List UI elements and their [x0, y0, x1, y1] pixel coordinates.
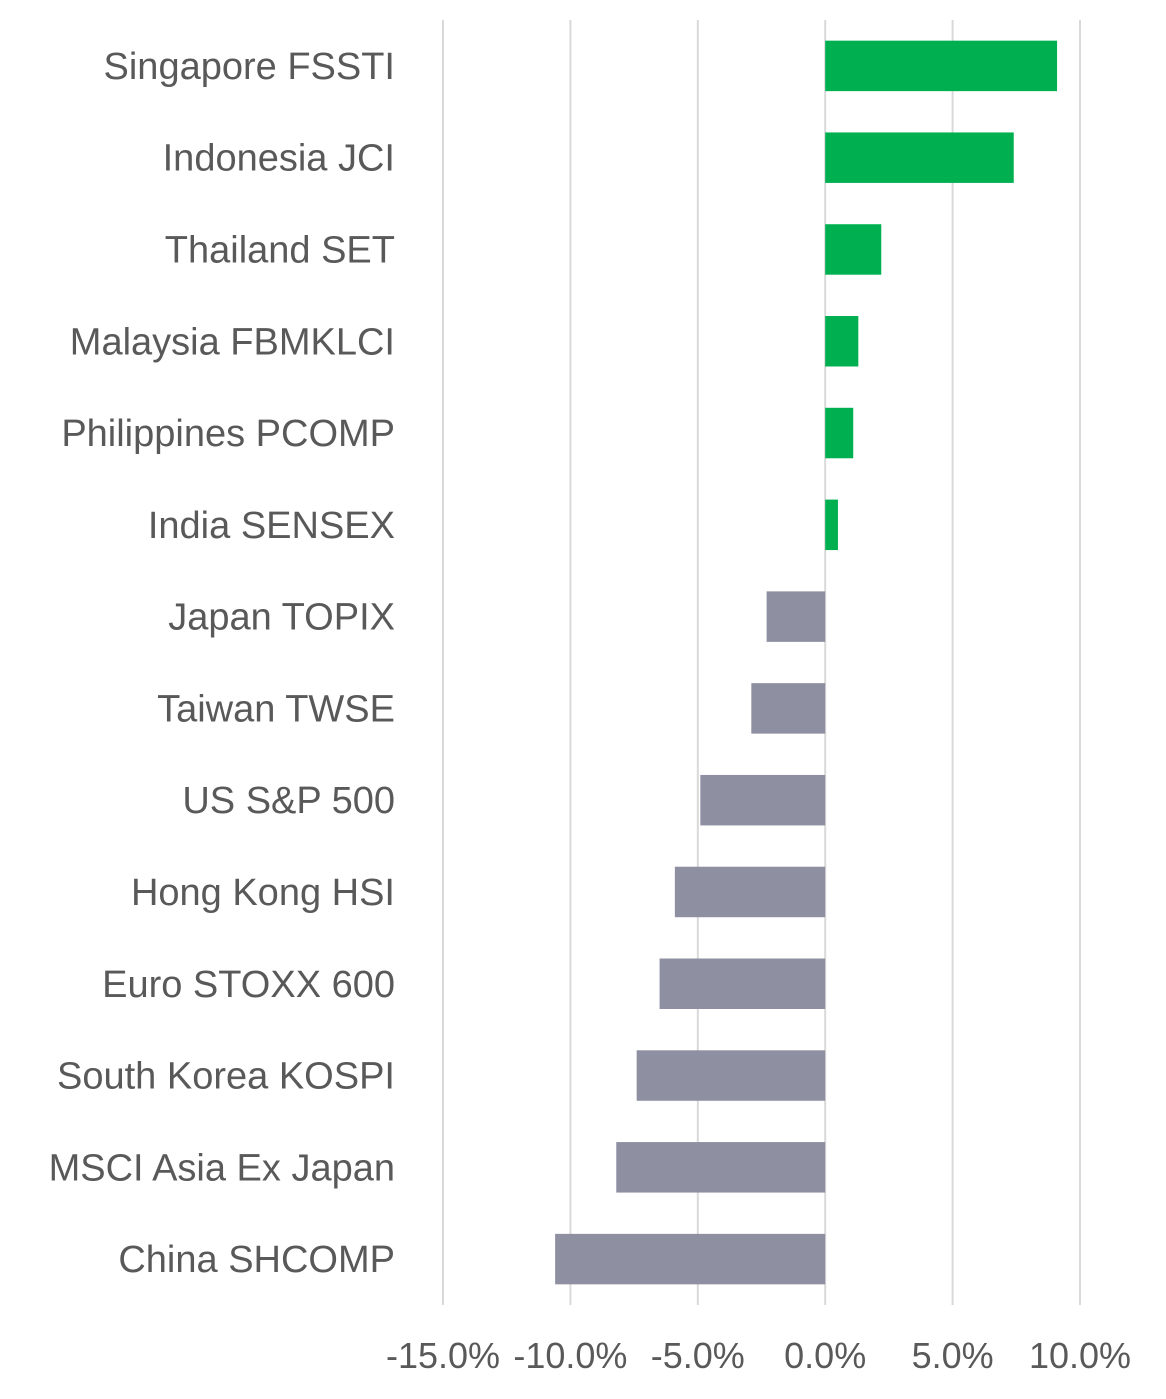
bar — [659, 958, 826, 1009]
category-label: Indonesia JCI — [163, 138, 395, 180]
bar — [825, 316, 859, 367]
x-tick-label: -5.0% — [651, 1335, 745, 1376]
bar — [766, 591, 826, 642]
category-label: Philippines PCOMP — [61, 413, 395, 455]
bar — [700, 774, 826, 826]
x-tick-label: 5.0% — [912, 1335, 994, 1376]
bar — [825, 407, 854, 459]
x-tick-label: 0.0% — [784, 1335, 866, 1376]
bar — [636, 1050, 826, 1101]
category-label: China SHCOMP — [118, 1239, 395, 1281]
bar — [825, 499, 838, 551]
category-labels: Singapore FSSTI Indonesia JCI Thailand SET… — [49, 46, 395, 1281]
category-label: MSCI Asia Ex Japan — [49, 1147, 395, 1189]
category-label: Taiwan TWSE — [157, 688, 395, 730]
bar — [674, 866, 826, 918]
x-tick-label: -10.0% — [513, 1335, 627, 1376]
bar — [555, 1233, 826, 1285]
category-label: Malaysia FBMKLCI — [70, 321, 395, 363]
category-label: Euro STOXX 600 — [102, 964, 395, 1006]
gridlines — [442, 20, 1081, 1305]
category-label: South Korea KOSPI — [57, 1056, 395, 1098]
category-label: Japan TOPIX — [168, 597, 395, 639]
category-label: US S&P 500 — [182, 780, 395, 822]
bar — [616, 1142, 826, 1193]
bars — [555, 40, 1058, 1285]
bar — [825, 224, 882, 275]
x-tick-label: -15.0% — [386, 1335, 500, 1376]
category-label: India SENSEX — [148, 505, 395, 547]
category-label: Hong Kong HSI — [131, 872, 395, 914]
category-label: Thailand SET — [165, 229, 395, 271]
bar — [751, 683, 826, 734]
x-tick-label: 10.0% — [1029, 1335, 1131, 1376]
x-axis-tick-labels: -15.0% -10.0% -5.0% 0.0% 5.0% 10.0% — [386, 1335, 1131, 1376]
category-label: Singapore FSSTI — [104, 46, 395, 88]
bar — [825, 40, 1058, 92]
bar — [825, 132, 1014, 183]
